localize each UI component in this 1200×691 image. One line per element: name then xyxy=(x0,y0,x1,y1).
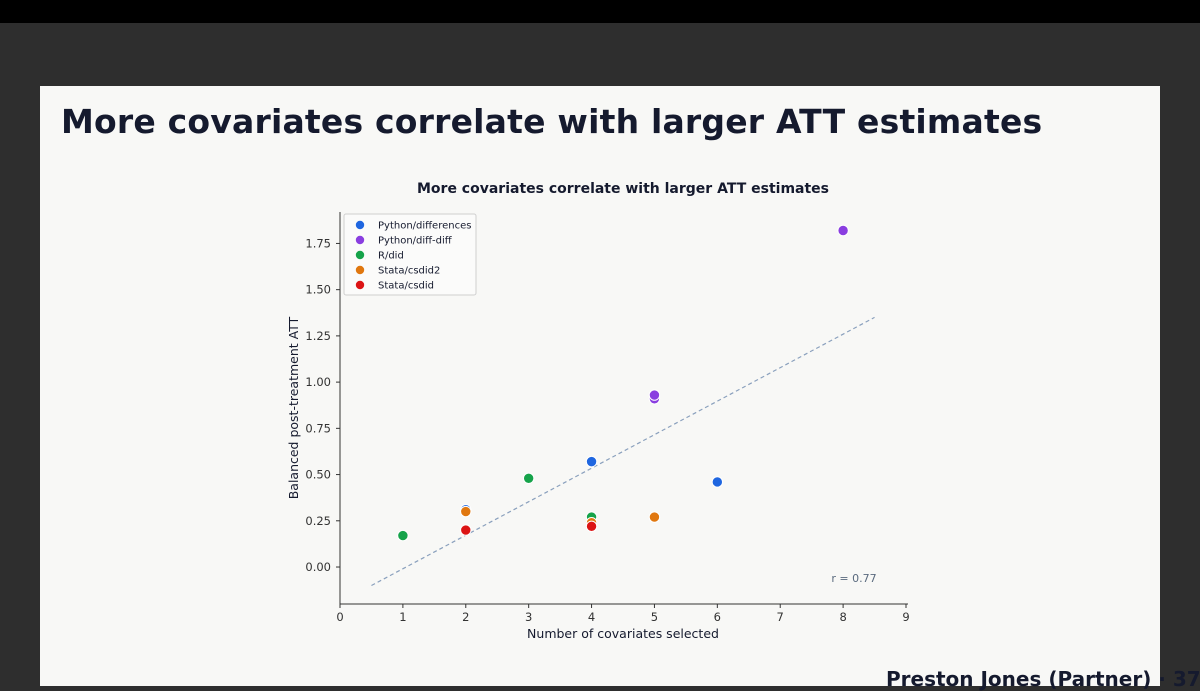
y-tick-label-6: 1.50 xyxy=(305,283,331,297)
slide-footer: Preston Jones (Partner) · 37 xyxy=(886,667,1200,691)
x-tick-label-8: 8 xyxy=(839,610,846,624)
y-tick-label-5: 1.25 xyxy=(305,329,331,343)
point-series-4-1 xyxy=(585,520,598,533)
legend-label-2: R/did xyxy=(378,251,404,262)
x-ticks: 0 1 2 3 4 5 6 7 8 9 xyxy=(336,604,910,624)
slide: More covariates correlate with larger AT… xyxy=(40,86,1200,691)
point-series-3-2 xyxy=(648,511,661,523)
legend-marker-0 xyxy=(355,220,365,230)
legend-label-3: Stata/csdid2 xyxy=(378,266,440,277)
legend-marker-1 xyxy=(355,235,365,245)
x-tick-label-2: 2 xyxy=(462,610,469,624)
legend-marker-3 xyxy=(355,265,365,275)
point-series-3-0 xyxy=(460,505,472,518)
legend: Python/differences Python/diff-diff R/did S… xyxy=(343,213,477,296)
point-series-1-2 xyxy=(837,224,849,237)
scatter-chart: More covariates correlate with larger AT… xyxy=(286,181,910,641)
legend-label-1: Python/diff-diff xyxy=(378,236,453,247)
y-tick-label-7: 1.75 xyxy=(305,236,331,250)
legend-marker-2 xyxy=(355,250,365,260)
legend-label-4: Stata/csdid xyxy=(378,281,434,292)
x-tick-label-3: 3 xyxy=(525,610,532,624)
point-series-2-0 xyxy=(397,529,409,542)
slide-title: More covariates correlate with larger AT… xyxy=(61,102,1043,141)
trend-line xyxy=(371,316,875,587)
point-series-0-1 xyxy=(585,455,598,468)
chart-title: More covariates correlate with larger AT… xyxy=(417,181,829,197)
x-tick-label-5: 5 xyxy=(651,610,658,624)
y-axis-label: Balanced post-treatment ATT xyxy=(286,316,301,499)
axes xyxy=(339,212,908,605)
y-ticks: 0.00 0.25 0.50 0.75 1.00 1.25 1.50 1.75 xyxy=(305,236,340,574)
y-tick-label-0: 0.00 xyxy=(305,560,331,574)
y-tick-label-1: 0.25 xyxy=(305,514,331,528)
x-tick-label-0: 0 xyxy=(336,610,343,624)
point-series-2-1 xyxy=(522,472,535,484)
x-tick-label-7: 7 xyxy=(777,610,784,624)
top-black-bar xyxy=(0,0,1200,23)
point-series-1-1 xyxy=(648,389,661,401)
x-axis-label: Number of covariates selected xyxy=(527,626,719,641)
legend-label-0: Python/differences xyxy=(378,221,471,232)
y-tick-label-4: 1.00 xyxy=(305,375,331,389)
legend-box xyxy=(343,213,477,296)
x-tick-label-9: 9 xyxy=(902,610,909,624)
x-tick-label-6: 6 xyxy=(714,610,721,624)
y-tick-label-2: 0.50 xyxy=(305,468,331,482)
data-points xyxy=(397,224,849,542)
correlation-annotation: r = 0.77 xyxy=(831,572,876,585)
legend-marker-4 xyxy=(355,280,365,290)
trend-line-group xyxy=(371,316,875,587)
x-tick-label-1: 1 xyxy=(399,610,406,624)
point-series-4-0 xyxy=(460,524,472,536)
x-tick-label-4: 4 xyxy=(588,610,595,624)
point-series-0-2 xyxy=(711,476,724,488)
y-tick-label-3: 0.75 xyxy=(305,421,331,435)
